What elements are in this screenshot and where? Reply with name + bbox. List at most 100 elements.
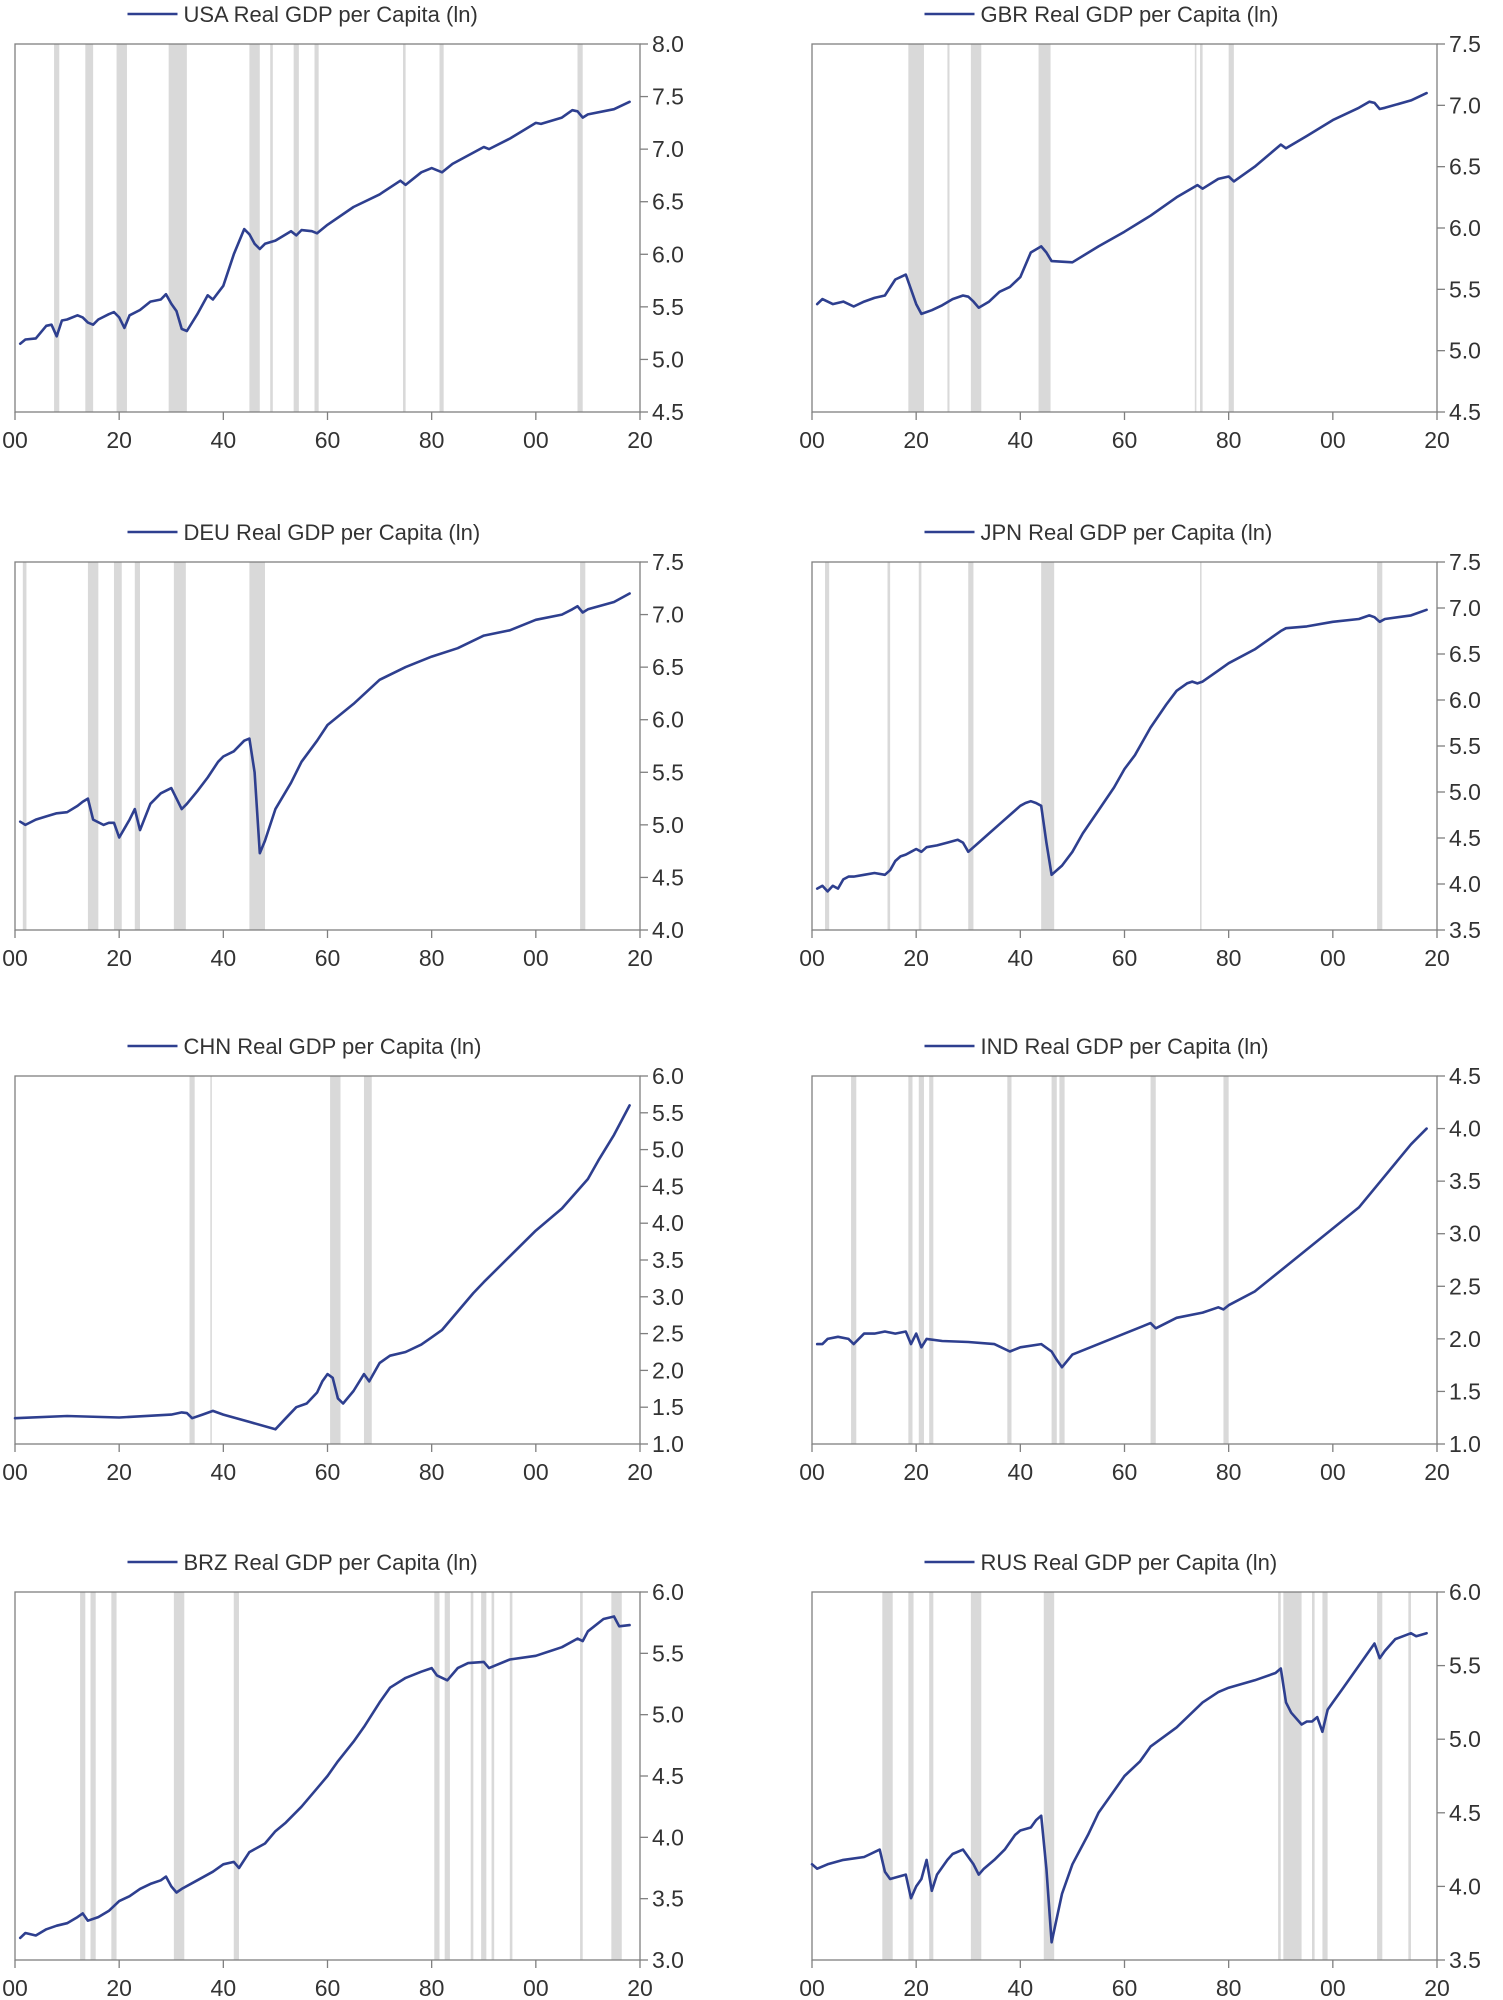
plot-frame	[812, 44, 1437, 412]
shaded-period-2	[919, 1076, 924, 1444]
y-tick-label: 7.0	[652, 136, 684, 162]
chart-deu: 00 20 40 60 80 00 204.04.55.05.56.06.57.07.5DE…	[2, 520, 684, 971]
y-tick-label: 2.0	[652, 1357, 684, 1383]
shaded-period-6	[1377, 562, 1382, 930]
shaded-period-0	[189, 1076, 194, 1444]
chart-ind: 00 20 40 60 80 00 201.01.52.02.53.03.54.04.5IN…	[799, 1034, 1481, 1485]
shaded-period-11	[580, 1592, 583, 1960]
shaded-period-3	[1039, 44, 1051, 412]
x-tick-label: 00	[523, 1459, 549, 1485]
x-tick-label: 60	[315, 1975, 341, 2000]
shaded-period-10	[510, 1592, 513, 1960]
x-tick-label: 80	[419, 945, 445, 971]
y-tick-label: 5.0	[652, 812, 684, 838]
shaded-periods	[23, 562, 586, 930]
x-tick-label: 80	[1216, 945, 1242, 971]
series-line-usa	[20, 102, 629, 344]
x-tick-label: 20	[106, 1975, 132, 2000]
y-tick-label: 3.5	[1449, 917, 1481, 943]
y-tick-label: 5.0	[1449, 779, 1481, 805]
y-tick-label: 8.0	[652, 31, 684, 57]
shaded-periods	[908, 44, 1234, 412]
shaded-period-4	[174, 562, 186, 930]
y-tick-label: 3.0	[1449, 1221, 1481, 1247]
y-tick-label: 4.5	[1449, 399, 1481, 425]
shaded-period-2	[114, 562, 122, 930]
y-tick-label: 2.0	[1449, 1326, 1481, 1352]
y-tick-label: 3.5	[652, 1886, 684, 1912]
y-tick-label: 3.5	[652, 1247, 684, 1273]
y-tick-label: 4.5	[652, 399, 684, 425]
shaded-period-5	[1200, 562, 1202, 930]
y-tick-label: 4.5	[652, 1173, 684, 1199]
y-tick-label: 3.0	[652, 1947, 684, 1973]
y-tick-label: 3.5	[1449, 1947, 1481, 1973]
y-tick-label: 5.5	[652, 1100, 684, 1126]
y-tick-label: 4.0	[1449, 1873, 1481, 1899]
y-tick-label: 5.0	[652, 1137, 684, 1163]
shaded-period-1	[908, 1076, 912, 1444]
shaded-period-8	[481, 1592, 486, 1960]
x-tick-label: 00	[1320, 1975, 1346, 2000]
shaded-period-4	[249, 44, 259, 412]
shaded-period-1	[210, 1076, 212, 1444]
shaded-period-4	[1195, 44, 1197, 412]
y-tick-label: 7.5	[652, 549, 684, 575]
x-tick-label: 40	[1008, 427, 1034, 453]
y-tick-label: 5.0	[1449, 338, 1481, 364]
shaded-period-5	[1278, 1592, 1281, 1960]
y-tick-label: 7.5	[1449, 549, 1481, 575]
shaded-period-5	[1200, 44, 1203, 412]
shaded-period-8	[1322, 1592, 1327, 1960]
y-tick-label: 4.0	[652, 1824, 684, 1850]
chart-chn: 00 20 40 60 80 00 201.01.52.02.53.03.54.04.55.…	[2, 1034, 684, 1485]
shaded-period-5	[270, 44, 273, 412]
shaded-period-7	[1312, 1592, 1315, 1960]
legend-label: DEU Real GDP per Capita (ln)	[184, 520, 481, 545]
y-tick-label: 4.5	[652, 864, 684, 890]
y-tick-label: 6.5	[1449, 641, 1481, 667]
shaded-period-1	[947, 44, 949, 412]
x-tick-label: 20	[1424, 427, 1450, 453]
y-tick-label: 7.0	[1449, 595, 1481, 621]
shaded-periods	[54, 44, 583, 412]
x-tick-label: 20	[903, 427, 929, 453]
shaded-periods	[882, 1592, 1411, 1960]
x-tick-label: 60	[1112, 945, 1138, 971]
y-tick-label: 6.0	[652, 1579, 684, 1605]
shaded-period-6	[1283, 1592, 1301, 1960]
x-tick-label: 40	[211, 1459, 237, 1485]
y-tick-label: 1.5	[652, 1394, 684, 1420]
x-tick-label: 60	[315, 1459, 341, 1485]
y-tick-label: 1.0	[652, 1431, 684, 1457]
legend-label: BRZ Real GDP per Capita (ln)	[184, 1550, 478, 1575]
x-tick-label: 20	[627, 945, 653, 971]
shaded-period-6	[294, 44, 299, 412]
x-tick-label: 00	[799, 427, 825, 453]
x-tick-label: 20	[903, 1459, 929, 1485]
shaded-period-4	[234, 1592, 239, 1960]
x-tick-label: 00	[2, 1459, 28, 1485]
x-tick-label: 20	[903, 1975, 929, 2000]
shaded-period-10	[1408, 1592, 1411, 1960]
shaded-period-1	[91, 1592, 96, 1960]
y-tick-label: 3.5	[1449, 1168, 1481, 1194]
legend-label: GBR Real GDP per Capita (ln)	[981, 2, 1279, 27]
plot-frame	[812, 562, 1437, 930]
shaded-period-5	[434, 1592, 439, 1960]
y-tick-label: 5.5	[1449, 1653, 1481, 1679]
shaded-period-3	[364, 1076, 372, 1444]
x-tick-label: 00	[1320, 945, 1346, 971]
y-tick-label: 4.0	[1449, 871, 1481, 897]
y-tick-label: 6.0	[652, 707, 684, 733]
x-tick-label: 00	[2, 427, 28, 453]
x-tick-label: 40	[211, 945, 237, 971]
shaded-period-7	[1151, 1076, 1156, 1444]
x-tick-label: 40	[211, 427, 237, 453]
x-tick-label: 00	[523, 945, 549, 971]
y-tick-label: 4.0	[1449, 1116, 1481, 1142]
y-tick-label: 4.5	[1449, 825, 1481, 851]
shaded-period-8	[403, 44, 406, 412]
y-tick-label: 7.5	[1449, 31, 1481, 57]
